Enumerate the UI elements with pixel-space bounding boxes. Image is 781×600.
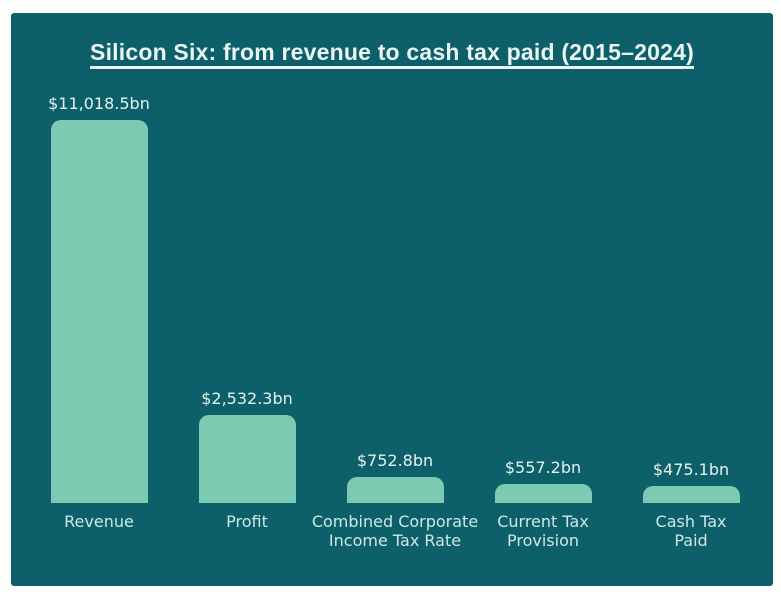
chart-title: Silicon Six: from revenue to cash tax pa… — [90, 39, 694, 65]
bar — [642, 486, 740, 503]
bar — [198, 415, 296, 503]
bar-value-label: $11,018.5bn — [48, 94, 150, 113]
bar-column: $11,018.5bn — [25, 94, 173, 503]
category-label: Profit — [226, 512, 268, 531]
bar — [50, 120, 148, 503]
category-label: Revenue — [64, 512, 134, 531]
category-label: Combined Corporate Income Tax Rate — [311, 512, 479, 551]
bar-column: $475.1bn — [617, 460, 765, 503]
bar — [494, 484, 592, 503]
chart-panel: Silicon Six: from revenue to cash tax pa… — [11, 13, 773, 586]
bar-value-label: $557.2bn — [504, 458, 582, 477]
bar-value-label: $475.1bn — [652, 460, 730, 479]
category-labels-row: Revenue Profit Combined Corporate Income T… — [25, 512, 765, 550]
bar-value-label: $2,532.3bn — [201, 389, 293, 408]
bar — [346, 477, 444, 503]
bar-column: $2,532.3bn — [173, 389, 321, 503]
category-label: Cash Tax Paid — [655, 512, 727, 551]
bar-column: $557.2bn — [469, 458, 617, 503]
bar-value-label: $752.8bn — [356, 451, 434, 470]
category-label: Current Tax Provision — [497, 512, 589, 551]
bars-area: $11,018.5bn $2,532.3bn $752.8bn $557.2bn $47… — [25, 83, 765, 503]
bar-column: $752.8bn — [321, 451, 469, 503]
